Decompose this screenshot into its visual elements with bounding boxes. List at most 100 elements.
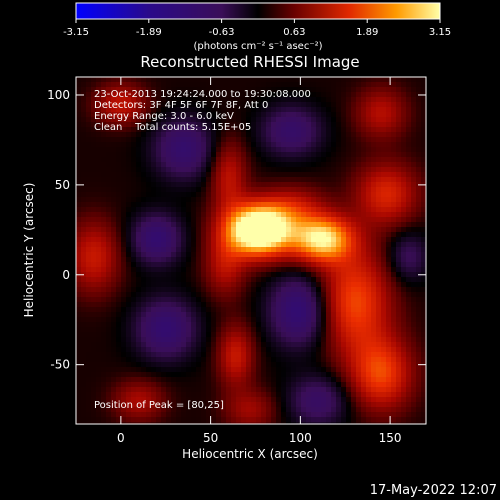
heatmap-cell <box>101 107 106 112</box>
heatmap-cell <box>381 222 386 227</box>
heatmap-cell <box>361 367 366 372</box>
heatmap-cell <box>371 317 376 322</box>
heatmap-cell <box>256 267 261 272</box>
heatmap-cell <box>191 232 196 237</box>
heatmap-cell <box>111 122 116 127</box>
heatmap-cell <box>126 407 131 412</box>
heatmap-cell <box>101 327 106 332</box>
heatmap-cell <box>76 297 81 302</box>
heatmap-cell <box>411 222 416 227</box>
heatmap-cell <box>131 167 136 172</box>
heatmap-cell <box>421 227 426 232</box>
heatmap-cell <box>191 122 196 127</box>
heatmap-cell <box>366 187 371 192</box>
heatmap-cell <box>136 107 141 112</box>
heatmap-cell <box>401 252 406 257</box>
heatmap-cell <box>236 182 241 187</box>
heatmap-cell <box>181 102 186 107</box>
heatmap-cell <box>286 277 291 282</box>
heatmap-cell <box>391 292 396 297</box>
heatmap-cell <box>231 282 236 287</box>
heatmap-cell <box>301 247 306 252</box>
heatmap-cell <box>206 167 211 172</box>
heatmap-cell <box>406 337 411 342</box>
heatmap-cell <box>226 397 231 402</box>
heatmap-cell <box>351 362 356 367</box>
heatmap-cell <box>246 102 251 107</box>
heatmap-cell <box>176 422 181 424</box>
heatmap-cell <box>241 127 246 132</box>
heatmap-cell <box>391 272 396 277</box>
heatmap-cell <box>171 422 176 424</box>
heatmap-cell <box>241 422 246 424</box>
heatmap-cell <box>296 177 301 182</box>
heatmap-cell <box>306 402 311 407</box>
heatmap-cell <box>211 202 216 207</box>
heatmap-cell <box>106 267 111 272</box>
heatmap-cell <box>361 152 366 157</box>
heatmap-cell <box>151 352 156 357</box>
heatmap-cell <box>376 197 381 202</box>
heatmap-cell <box>351 142 356 147</box>
heatmap-cell <box>326 377 331 382</box>
heatmap-cell <box>151 252 156 257</box>
heatmap-cell <box>281 157 286 162</box>
heatmap-cell <box>226 252 231 257</box>
heatmap-cell <box>151 207 156 212</box>
heatmap-cell <box>346 317 351 322</box>
heatmap-cell <box>416 112 421 117</box>
heatmap-cell <box>281 177 286 182</box>
heatmap-cell <box>201 337 206 342</box>
heatmap-cell <box>281 387 286 392</box>
heatmap-cell <box>176 102 181 107</box>
heatmap-cell <box>186 407 191 412</box>
heatmap-cell <box>346 262 351 267</box>
heatmap-cell <box>96 217 101 222</box>
heatmap-cell <box>366 217 371 222</box>
heatmap-cell <box>231 332 236 337</box>
heatmap-cell <box>151 377 156 382</box>
heatmap-cell <box>91 282 96 287</box>
heatmap-cell <box>216 377 221 382</box>
heatmap-cell <box>286 222 291 227</box>
heatmap-cell <box>191 337 196 342</box>
heatmap-cell <box>371 197 376 202</box>
heatmap-cell <box>306 117 311 122</box>
heatmap-cell <box>256 237 261 242</box>
heatmap-cell <box>301 147 306 152</box>
heatmap-cell <box>266 102 271 107</box>
heatmap-cell <box>111 397 116 402</box>
heatmap-cell <box>161 352 166 357</box>
heatmap-cell <box>126 317 131 322</box>
heatmap-cell <box>181 307 186 312</box>
heatmap-cell <box>146 87 151 92</box>
heatmap-cell <box>191 227 196 232</box>
heatmap-cell <box>396 242 401 247</box>
heatmap-cell <box>176 227 181 232</box>
heatmap-cell <box>301 392 306 397</box>
heatmap-cell <box>111 167 116 172</box>
heatmap-cell <box>296 102 301 107</box>
heatmap-cell <box>411 372 416 377</box>
heatmap-cell <box>256 282 261 287</box>
heatmap-cell <box>261 272 266 277</box>
heatmap-cell <box>331 182 336 187</box>
heatmap-cell <box>211 397 216 402</box>
heatmap-cell <box>251 102 256 107</box>
heatmap-cell <box>131 372 136 377</box>
heatmap-cell <box>241 412 246 417</box>
heatmap-cell <box>131 302 136 307</box>
heatmap-cell <box>81 77 86 82</box>
heatmap-cell <box>186 167 191 172</box>
heatmap-cell <box>391 127 396 132</box>
heatmap-cell <box>116 137 121 142</box>
heatmap-cell <box>266 107 271 112</box>
heatmap-cell <box>141 357 146 362</box>
heatmap-cell <box>346 342 351 347</box>
heatmap-cell <box>116 237 121 242</box>
heatmap-cell <box>81 352 86 357</box>
heatmap-cell <box>256 182 261 187</box>
heatmap-cell <box>251 112 256 117</box>
heatmap-cell <box>251 97 256 102</box>
heatmap-cell <box>201 197 206 202</box>
